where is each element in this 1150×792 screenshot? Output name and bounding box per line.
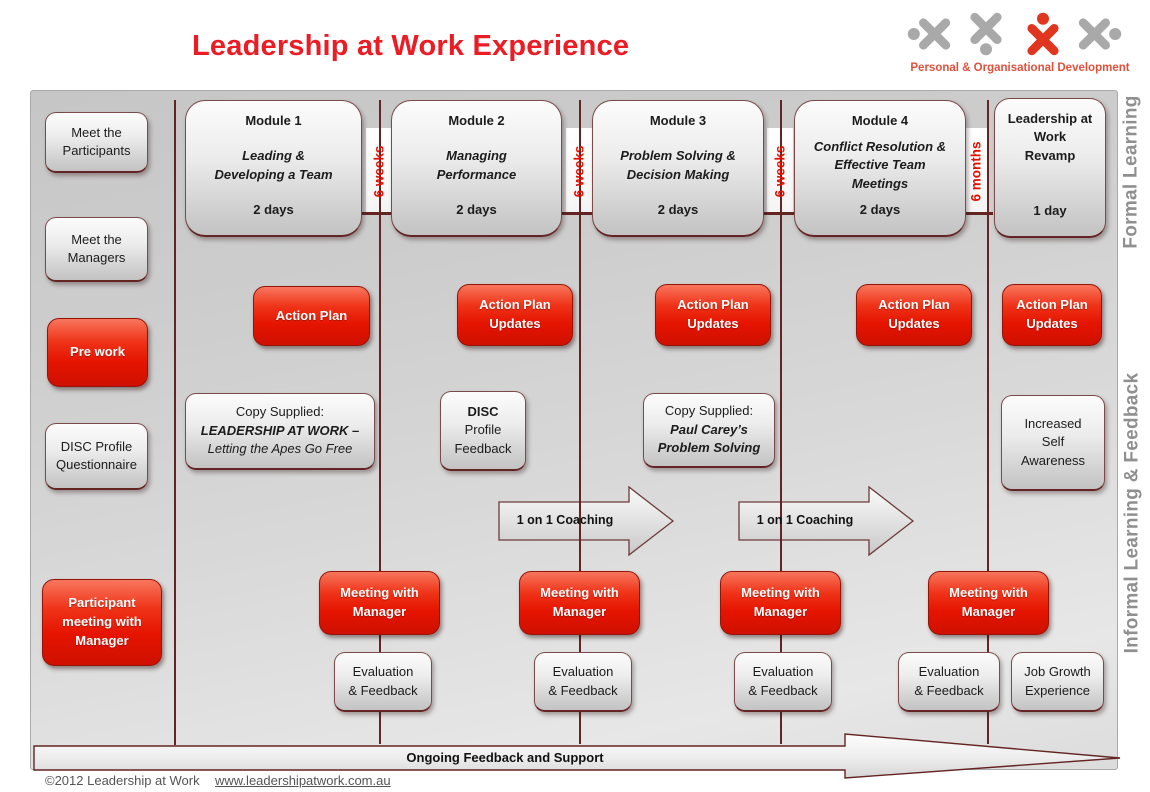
ongoing-support-arrow-icon (33, 733, 1121, 779)
participant-meeting-box: Participant meeting with Manager (42, 579, 162, 666)
module-name: Module 1 (245, 113, 302, 128)
copy-supplied-module1-box: Copy Supplied: LEADERSHIP AT WORK – Lett… (185, 393, 375, 470)
module-revamp-box: Leadership at Work Revamp 1 day (994, 98, 1106, 238)
disc-questionnaire-box: DISC Profile Questionnaire (45, 423, 148, 490)
interval-label-1: 6 weeks (371, 145, 387, 197)
resource-line: Problem Solving (657, 440, 761, 456)
coaching-arrow-icon (738, 485, 915, 557)
meeting-manager-box-1: Meeting with Manager (319, 571, 440, 635)
module-duration: 2 days (657, 201, 699, 217)
action-plan-box-4: Action Plan Updates (856, 284, 972, 346)
resource-line: Copy Supplied: (235, 404, 325, 420)
pre-work-box: Pre work (47, 318, 148, 387)
module-name: Leadership at Work Revamp (1007, 111, 1093, 163)
module-duration: 2 days (859, 201, 901, 217)
ongoing-support-label: Ongoing Feedback and Support (406, 750, 604, 765)
module-3-box: Module 3 Problem Solving & Decision Maki… (592, 100, 764, 237)
interval-strip-4 (963, 128, 989, 214)
module-duration: 2 days (253, 201, 294, 217)
timeline-line-4 (987, 100, 989, 744)
module-1-box: Module 1 Leading & Developing a Team 2 d… (185, 100, 362, 237)
interval-tick-2 (562, 212, 596, 215)
interval-label-2: 6 weeks (571, 145, 587, 197)
interval-label-4: 6 months (968, 140, 984, 202)
module-name: Module 3 (649, 113, 707, 128)
module-name: Module 4 (851, 113, 909, 128)
action-plan-box-3: Action Plan Updates (655, 284, 771, 346)
module-topic: Managing Performance (436, 148, 517, 182)
coaching-arrow-icon (498, 485, 675, 557)
disc-feedback-box: DISC Profile Feedback (440, 391, 526, 471)
action-plan-box-1: Action Plan (253, 286, 370, 346)
module-4-box: Module 4 Conflict Resolution & Effective… (794, 100, 966, 237)
resource-line: DISC (467, 403, 499, 419)
module-name: Module 2 (448, 113, 505, 128)
timeline-line-1 (379, 100, 381, 744)
module-duration: 2 days (456, 201, 497, 217)
formal-learning-label: Formal Learning (1121, 95, 1143, 249)
page-title: Leadership at Work Experience (192, 30, 630, 62)
interval-label-3: 6 weeks (772, 145, 788, 197)
evaluation-box-1: Evaluation & Feedback (334, 652, 432, 712)
module-2-box: Module 2 Managing Performance 2 days (391, 100, 562, 237)
coaching-arrow-label-1: 1 on 1 Coaching (516, 513, 614, 527)
interval-tick-4 (959, 212, 993, 215)
timeline-line-2 (579, 100, 581, 744)
meeting-manager-box-2: Meeting with Manager (519, 571, 640, 635)
informal-learning-label: Informal Learning & Feedback (1121, 372, 1143, 654)
meet-managers-box: Meet the Managers (45, 217, 148, 282)
action-plan-box-5: Action Plan Updates (1002, 284, 1102, 346)
resource-line: Feedback (454, 440, 512, 456)
increased-awareness-box: Increased Self Awareness (1001, 395, 1105, 491)
evaluation-box-3: Evaluation & Feedback (734, 652, 832, 712)
interval-tick-3 (763, 212, 797, 215)
timeline-line-3 (780, 100, 782, 744)
logo-caption: Personal & Organisational Development (910, 62, 1130, 74)
timeline-separator-line (174, 100, 176, 745)
module-topic: Conflict Resolution & Effective Team Mee… (813, 138, 947, 191)
resource-line: Copy Supplied: (664, 403, 754, 419)
meeting-manager-box-3: Meeting with Manager (720, 571, 841, 635)
module-topic: Leading & Developing a Team (214, 148, 333, 182)
resource-line: LEADERSHIP AT WORK – (200, 422, 360, 438)
resource-line: Letting the Apes Go Free (207, 441, 353, 457)
resource-line: Paul Carey’s (670, 421, 748, 437)
meet-participants-box: Meet the Participants (45, 112, 148, 173)
copy-supplied-module3-box: Copy Supplied: Paul Carey’s Problem Solv… (643, 393, 775, 468)
resource-line: Profile (464, 422, 502, 438)
interval-tick-1 (362, 212, 396, 215)
action-plan-box-2: Action Plan Updates (457, 284, 573, 346)
evaluation-box-2: Evaluation & Feedback (534, 652, 632, 712)
job-growth-box: Job Growth Experience (1011, 652, 1104, 712)
meeting-manager-box-4: Meeting with Manager (928, 571, 1049, 635)
copyright-text: ©2012 Leadership at Work (45, 773, 200, 788)
coaching-arrow-label-2: 1 on 1 Coaching (756, 513, 854, 527)
module-topic: Problem Solving & Decision Making (620, 148, 736, 182)
module-duration: 1 day (1033, 202, 1067, 218)
website-link[interactable]: www.leadershipatwork.com.au (215, 773, 391, 788)
logo-people-icon (907, 12, 1122, 56)
evaluation-box-4: Evaluation & Feedback (898, 652, 1000, 712)
